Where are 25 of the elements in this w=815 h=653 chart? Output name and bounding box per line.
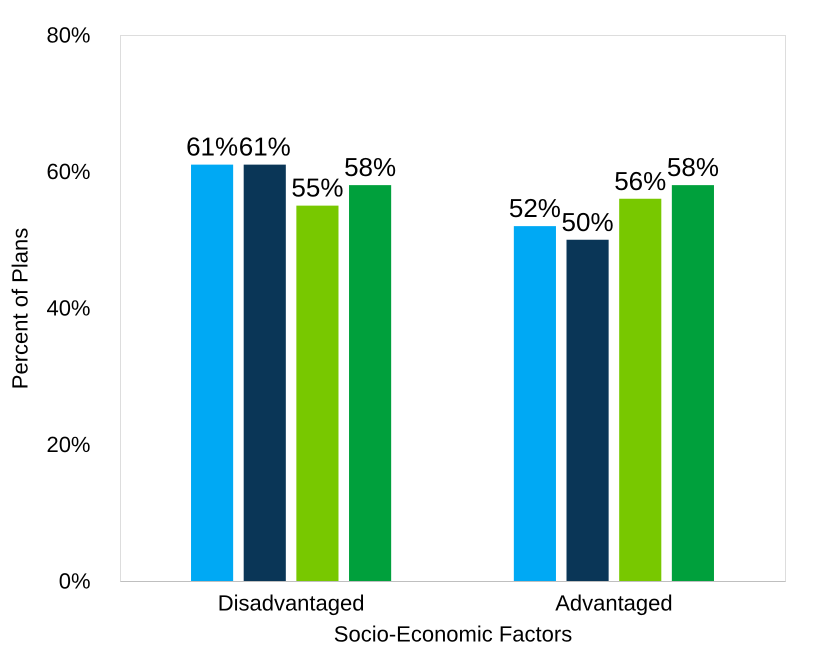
- data-label: 61%: [238, 132, 291, 162]
- y-tick-label: 80%: [46, 22, 90, 48]
- x-tick-label: Advantaged: [555, 590, 673, 616]
- data-label: 58%: [344, 152, 396, 182]
- bar: [672, 185, 714, 581]
- x-axis-title: Socio-Economic Factors: [334, 622, 572, 646]
- data-label: 58%: [666, 152, 719, 182]
- bar: [296, 206, 338, 581]
- bar: [514, 226, 556, 581]
- bar: [566, 240, 609, 581]
- y-tick-label: 20%: [46, 432, 90, 457]
- x-tick-label: Disadvantaged: [218, 590, 364, 616]
- data-label: 52%: [508, 193, 561, 224]
- bar: [244, 164, 286, 581]
- bar: [619, 198, 662, 581]
- data-label: 61%: [186, 132, 238, 162]
- bar: [191, 164, 234, 581]
- data-label: 55%: [291, 172, 344, 203]
- y-tick-label: 40%: [46, 296, 90, 320]
- data-label: 50%: [562, 206, 614, 237]
- bar: [349, 185, 392, 581]
- y-axis-title: Percent of Plans: [7, 228, 32, 390]
- y-tick-label: 0%: [58, 568, 90, 594]
- data-label: 56%: [614, 166, 666, 196]
- y-tick-label: 60%: [46, 159, 90, 184]
